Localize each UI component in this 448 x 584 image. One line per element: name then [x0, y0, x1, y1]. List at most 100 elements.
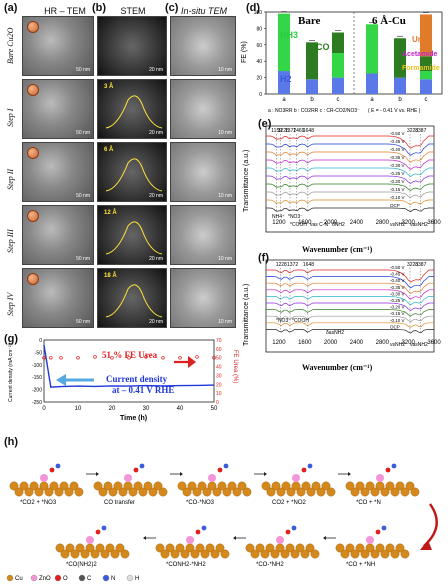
cu-atom — [34, 487, 44, 497]
cu-atom — [285, 543, 295, 553]
fe-ytick-label: 60 — [256, 43, 262, 49]
tem-image-1-1: 3 Å 20 nm — [97, 79, 167, 139]
stab-fe-point — [42, 355, 46, 360]
cu-atom — [212, 487, 222, 497]
fe-ytick-label: 80 — [256, 26, 262, 32]
particle-icon — [27, 84, 39, 96]
o-atom — [375, 529, 381, 535]
mech-legend-label: H — [135, 576, 139, 582]
stab-xtick-label: 30 — [143, 406, 150, 412]
cu-atom — [321, 481, 331, 491]
tem-image-4-2: 10 nm — [170, 268, 236, 328]
stab-y2tick-label: 60 — [216, 347, 222, 353]
mechanism-diagram: *CO2 + *NO3 CO transfer *CO-*NO3 CO2 + *… — [6, 463, 438, 582]
zno-atom — [276, 536, 284, 544]
ftir-e-potential-label: -0.30 V — [390, 163, 405, 168]
stab-xticks: 0 10 20 30 40 50 — [42, 406, 218, 412]
mech-legend-swatch — [6, 574, 14, 582]
ftir-e-ylabel: Transmittance (a.u.) — [243, 150, 250, 212]
cu-atom — [260, 549, 270, 559]
scale-bar: 10 nm — [218, 193, 232, 199]
panel-label-c: (c) — [165, 2, 179, 14]
mech-step-3: *CO-*NO3 — [186, 500, 215, 506]
scale-bar: 50 nm — [76, 193, 90, 199]
ftir-e-peak-label: 1372 — [285, 128, 296, 134]
panel-label-e: (e) — [258, 118, 272, 130]
ftir-e-assign-cooh: *COOH — [290, 222, 307, 228]
zno-atom — [208, 474, 216, 482]
mech-step-6: *CO + *NH — [346, 562, 375, 568]
o-atom — [301, 467, 307, 473]
o-atom — [95, 529, 101, 535]
mech-legend-swatch — [78, 574, 86, 582]
cu-atom — [64, 487, 74, 497]
fe-title-bare: Bare — [298, 15, 321, 27]
fe-ylabel: FE (%) — [241, 41, 248, 63]
mech-legend-label: ZnO — [39, 576, 51, 582]
scale-bar: 20 nm — [149, 256, 163, 262]
cu-atom — [400, 487, 410, 497]
stab-fe-point — [93, 355, 97, 359]
cu-atom — [128, 487, 138, 497]
ftir-f-potentials: -0.50 V -0.45 V-0.40 V -0.35 V-0.30 V -0.25… — [390, 265, 405, 329]
mech-step-2: CO transfer — [104, 500, 135, 506]
zno-atom — [292, 474, 300, 482]
ftir-e-spectrum — [266, 151, 434, 163]
cu-atom — [95, 543, 105, 553]
fe-bar-nh3 — [420, 71, 432, 80]
cu-atom — [295, 543, 305, 553]
ftir-e-assign-nh4: NH4⁺ — [272, 214, 285, 220]
scale-bar: 20 nm — [149, 130, 163, 136]
ftir-f-assign-vas: νasNH2 — [410, 342, 428, 348]
cu-atom — [266, 487, 276, 497]
ftir-f-peak-label: 3387 — [415, 262, 426, 268]
scale-bar: 20 nm — [149, 67, 163, 73]
ftir-e-xtick-label: 2800 — [376, 220, 390, 226]
ftir-e-assign-vs: νsNH2 — [390, 222, 405, 228]
ftir-f-assign-no3: *NO3⁻ — [276, 318, 291, 324]
fe-xtick-label: a — [370, 97, 374, 103]
ftir-f-spectrum — [266, 302, 434, 311]
stab-ylabel-right: FE Urea (%) — [232, 350, 238, 383]
cu-atom — [155, 543, 165, 553]
cu-atom — [395, 543, 405, 553]
cu-atom — [355, 543, 365, 553]
panel-label-h: (h) — [4, 436, 19, 448]
row-label-1: Step I — [6, 108, 15, 127]
stab-ytick-label: -50 — [35, 350, 42, 356]
cu-atom — [110, 549, 120, 559]
panel-label-b: (b) — [92, 2, 107, 14]
ftir-e-xtick-label: 3200 — [401, 220, 415, 226]
ftir-e-peak-label: 3228 — [407, 128, 418, 134]
cu-atom — [54, 487, 64, 497]
panel-label-d: (d) — [246, 2, 261, 14]
cu-atom — [215, 543, 225, 553]
stab-fe-point — [76, 355, 80, 360]
ftir-f-potential-label: -0.50 V — [390, 265, 405, 270]
cu-atom — [345, 481, 355, 491]
panel-label-g: (g) — [4, 333, 19, 345]
cu-atom — [197, 481, 207, 491]
stab-xtick-label: 40 — [177, 406, 184, 412]
stab-fe-point — [161, 355, 165, 360]
cu-atom — [192, 487, 202, 497]
row-label-4: Step IV — [6, 292, 15, 316]
ftir-f-xtick-label: 2000 — [324, 340, 338, 346]
stab-ytick-label: -250 — [32, 400, 42, 406]
tem-image-2-2: 10 nm — [170, 142, 236, 202]
fe-legend-acetamide: Acetamide — [402, 51, 438, 58]
scale-bar: 10 nm — [218, 67, 232, 73]
fe-legend-urea: Urea — [412, 35, 430, 44]
mech-step-8: *CONH2-*NH2 — [166, 562, 206, 568]
row-label-3: Step III — [6, 229, 15, 253]
cu-atom — [59, 481, 69, 491]
stab-fe-point — [49, 355, 53, 360]
fe-xtick-label: b — [398, 97, 402, 103]
ftir-f-potential-label: -0.15 V — [390, 311, 405, 316]
cu-atom — [55, 543, 65, 553]
cu-atom — [187, 481, 197, 491]
mech-legend-label: C — [87, 576, 92, 582]
ftir-e-xtick-label: 2000 — [324, 220, 338, 226]
stab-annot-fe: 51 % FE Urea — [102, 350, 158, 360]
ftir-e-peak-label: 1648 — [303, 128, 314, 134]
